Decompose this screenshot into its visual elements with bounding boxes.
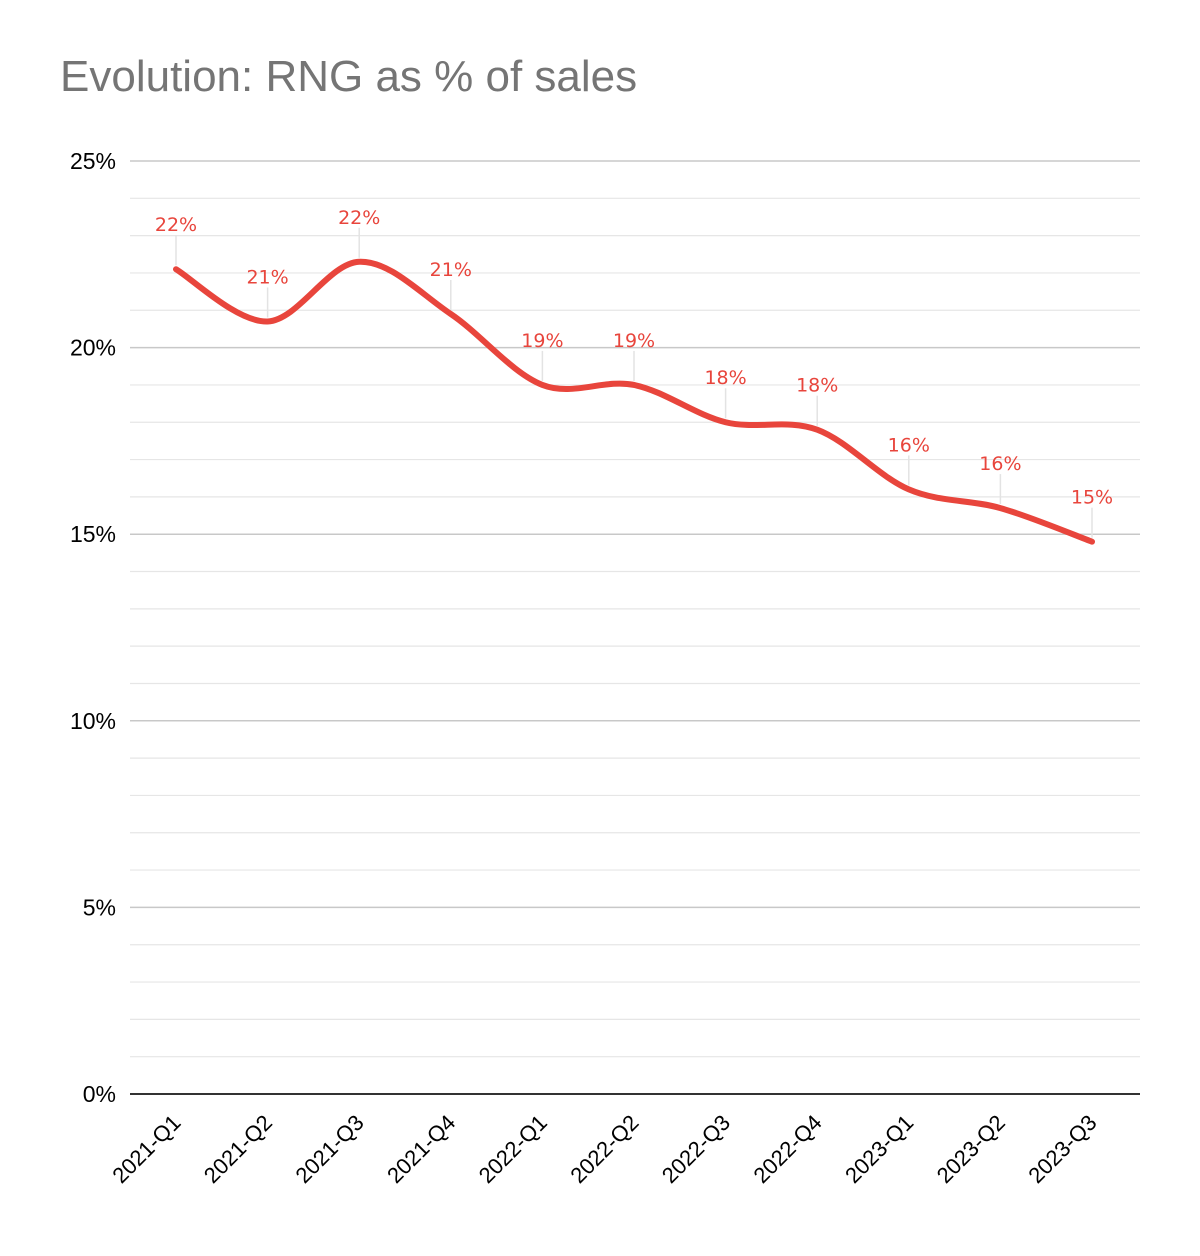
x-axis-tick-labels: 2021-Q1 2021-Q2 2021-Q3 2021-Q4 2022-Q1 2022-… <box>107 1110 1101 1188</box>
data-label: 16% <box>979 453 1021 475</box>
x-tick-label: 2023-Q3 <box>1023 1110 1101 1188</box>
y-axis-tick-labels: 0% 5% 10% 15% 20% 25% <box>70 148 116 1107</box>
data-label: 19% <box>521 330 563 352</box>
series-lines <box>173 258 1095 545</box>
y-tick-label: 10% <box>70 708 116 734</box>
x-tick-label: 2022-Q4 <box>749 1110 827 1188</box>
x-tick-label: 2021-Q1 <box>107 1110 185 1188</box>
x-tick-label: 2021-Q3 <box>291 1110 369 1188</box>
x-tick-label: 2022-Q1 <box>474 1110 552 1188</box>
x-tick-label: 2022-Q2 <box>565 1110 643 1188</box>
data-label: 15% <box>1071 487 1113 509</box>
series-line <box>173 258 1095 545</box>
x-tick-label: 2023-Q2 <box>932 1110 1010 1188</box>
y-tick-label: 5% <box>83 894 116 920</box>
chart-title: Evolution: RNG as % of sales <box>60 52 638 101</box>
data-label: 21% <box>430 259 472 281</box>
grid-lines <box>130 160 1140 1058</box>
data-labels: 22% 21% 22% 21% 19% 19% 18% 18% 16% 16% 15% <box>155 207 1113 509</box>
x-tick-label: 2021-Q2 <box>199 1110 277 1188</box>
y-tick-label: 25% <box>70 148 116 174</box>
data-label: 21% <box>246 266 288 288</box>
data-label: 16% <box>888 434 930 456</box>
data-label: 22% <box>155 214 197 236</box>
y-tick-label: 0% <box>83 1081 116 1107</box>
x-tick-label: 2021-Q4 <box>382 1110 460 1188</box>
y-tick-label: 15% <box>70 521 116 547</box>
x-tick-label: 2022-Q3 <box>657 1110 735 1188</box>
data-label-leaders <box>175 227 1093 538</box>
data-label: 18% <box>704 367 746 389</box>
y-tick-label: 20% <box>70 335 116 361</box>
data-label: 18% <box>796 375 838 397</box>
data-label: 19% <box>613 330 655 352</box>
data-label: 22% <box>338 207 380 229</box>
x-tick-label: 2023-Q1 <box>840 1110 918 1188</box>
